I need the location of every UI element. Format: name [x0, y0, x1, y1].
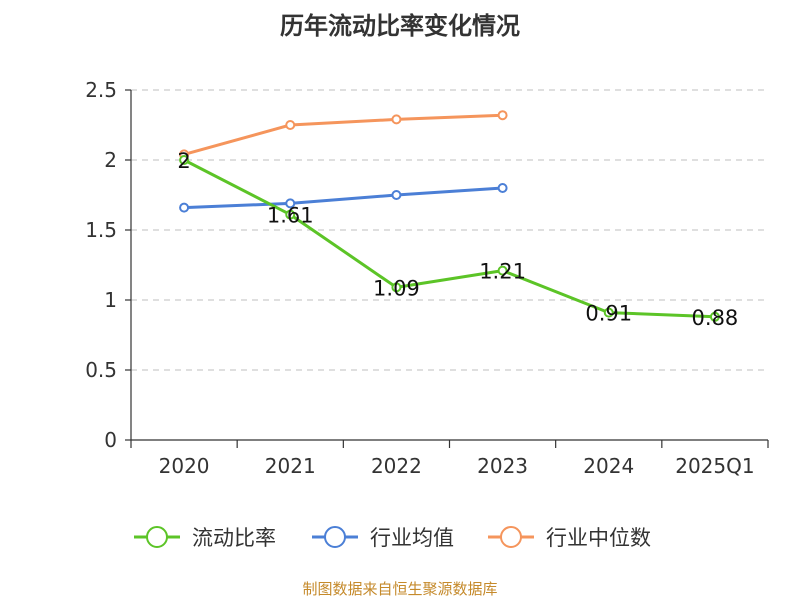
data-label: 0.91 — [585, 302, 632, 326]
y-tick-label: 1.5 — [85, 218, 117, 242]
data-point — [497, 183, 508, 193]
series-line — [183, 158, 715, 319]
source-note: 制图数据来自恒生聚源数据库 — [302, 580, 498, 598]
series — [179, 110, 720, 322]
y-tick-label: 2.5 — [85, 78, 117, 102]
data-point — [179, 202, 190, 213]
legend: 流动比率 行业均值 行业中位数 — [134, 526, 651, 550]
data-label: 1.09 — [373, 276, 420, 300]
data-label: 1.21 — [479, 260, 526, 284]
data-point — [285, 209, 296, 220]
axes: 0 0.5 1 1.5 2 2.5 2020 2021 2022 2023 2024 2025Q1 — [85, 78, 769, 478]
x-tick-label: 2023 — [477, 454, 528, 478]
data-label: 2 — [177, 149, 190, 173]
legend-marker — [146, 526, 168, 548]
data-point — [391, 114, 402, 125]
y-tick-label: 0.5 — [85, 358, 117, 382]
data-labels: 2 1.61 1.09 1.21 0.91 0.88 — [177, 149, 738, 330]
data-label: 1.61 — [267, 204, 314, 228]
legend-label: 行业均值 — [370, 526, 454, 550]
y-tick-label: 2 — [104, 148, 117, 172]
legend-label: 流动比率 — [192, 526, 276, 550]
x-tick-label: 2021 — [265, 454, 316, 478]
data-point — [391, 282, 402, 293]
legend-marker — [324, 526, 346, 548]
data-point — [603, 307, 614, 318]
x-tick-label: 2024 — [583, 454, 634, 478]
x-tick-label: 2025Q1 — [675, 454, 754, 478]
x-tick-label: 2020 — [159, 454, 210, 478]
data-point — [285, 120, 296, 130]
data-point — [391, 190, 402, 200]
data-point — [709, 311, 720, 322]
y-tick-label: 1 — [104, 288, 117, 312]
grid-lines — [131, 89, 768, 371]
y-tick-label: 0 — [104, 428, 117, 452]
data-point — [497, 265, 508, 276]
x-tick-label: 2022 — [371, 454, 422, 478]
legend-marker — [500, 526, 522, 548]
legend-label: 行业中位数 — [546, 526, 651, 550]
data-label: 0.88 — [692, 306, 739, 330]
data-point — [179, 155, 190, 165]
series-line — [183, 113, 503, 156]
data-point — [285, 198, 296, 209]
series-line — [184, 186, 503, 210]
chart-title: 历年流动比率变化情况 — [280, 12, 520, 40]
data-point — [497, 110, 508, 121]
